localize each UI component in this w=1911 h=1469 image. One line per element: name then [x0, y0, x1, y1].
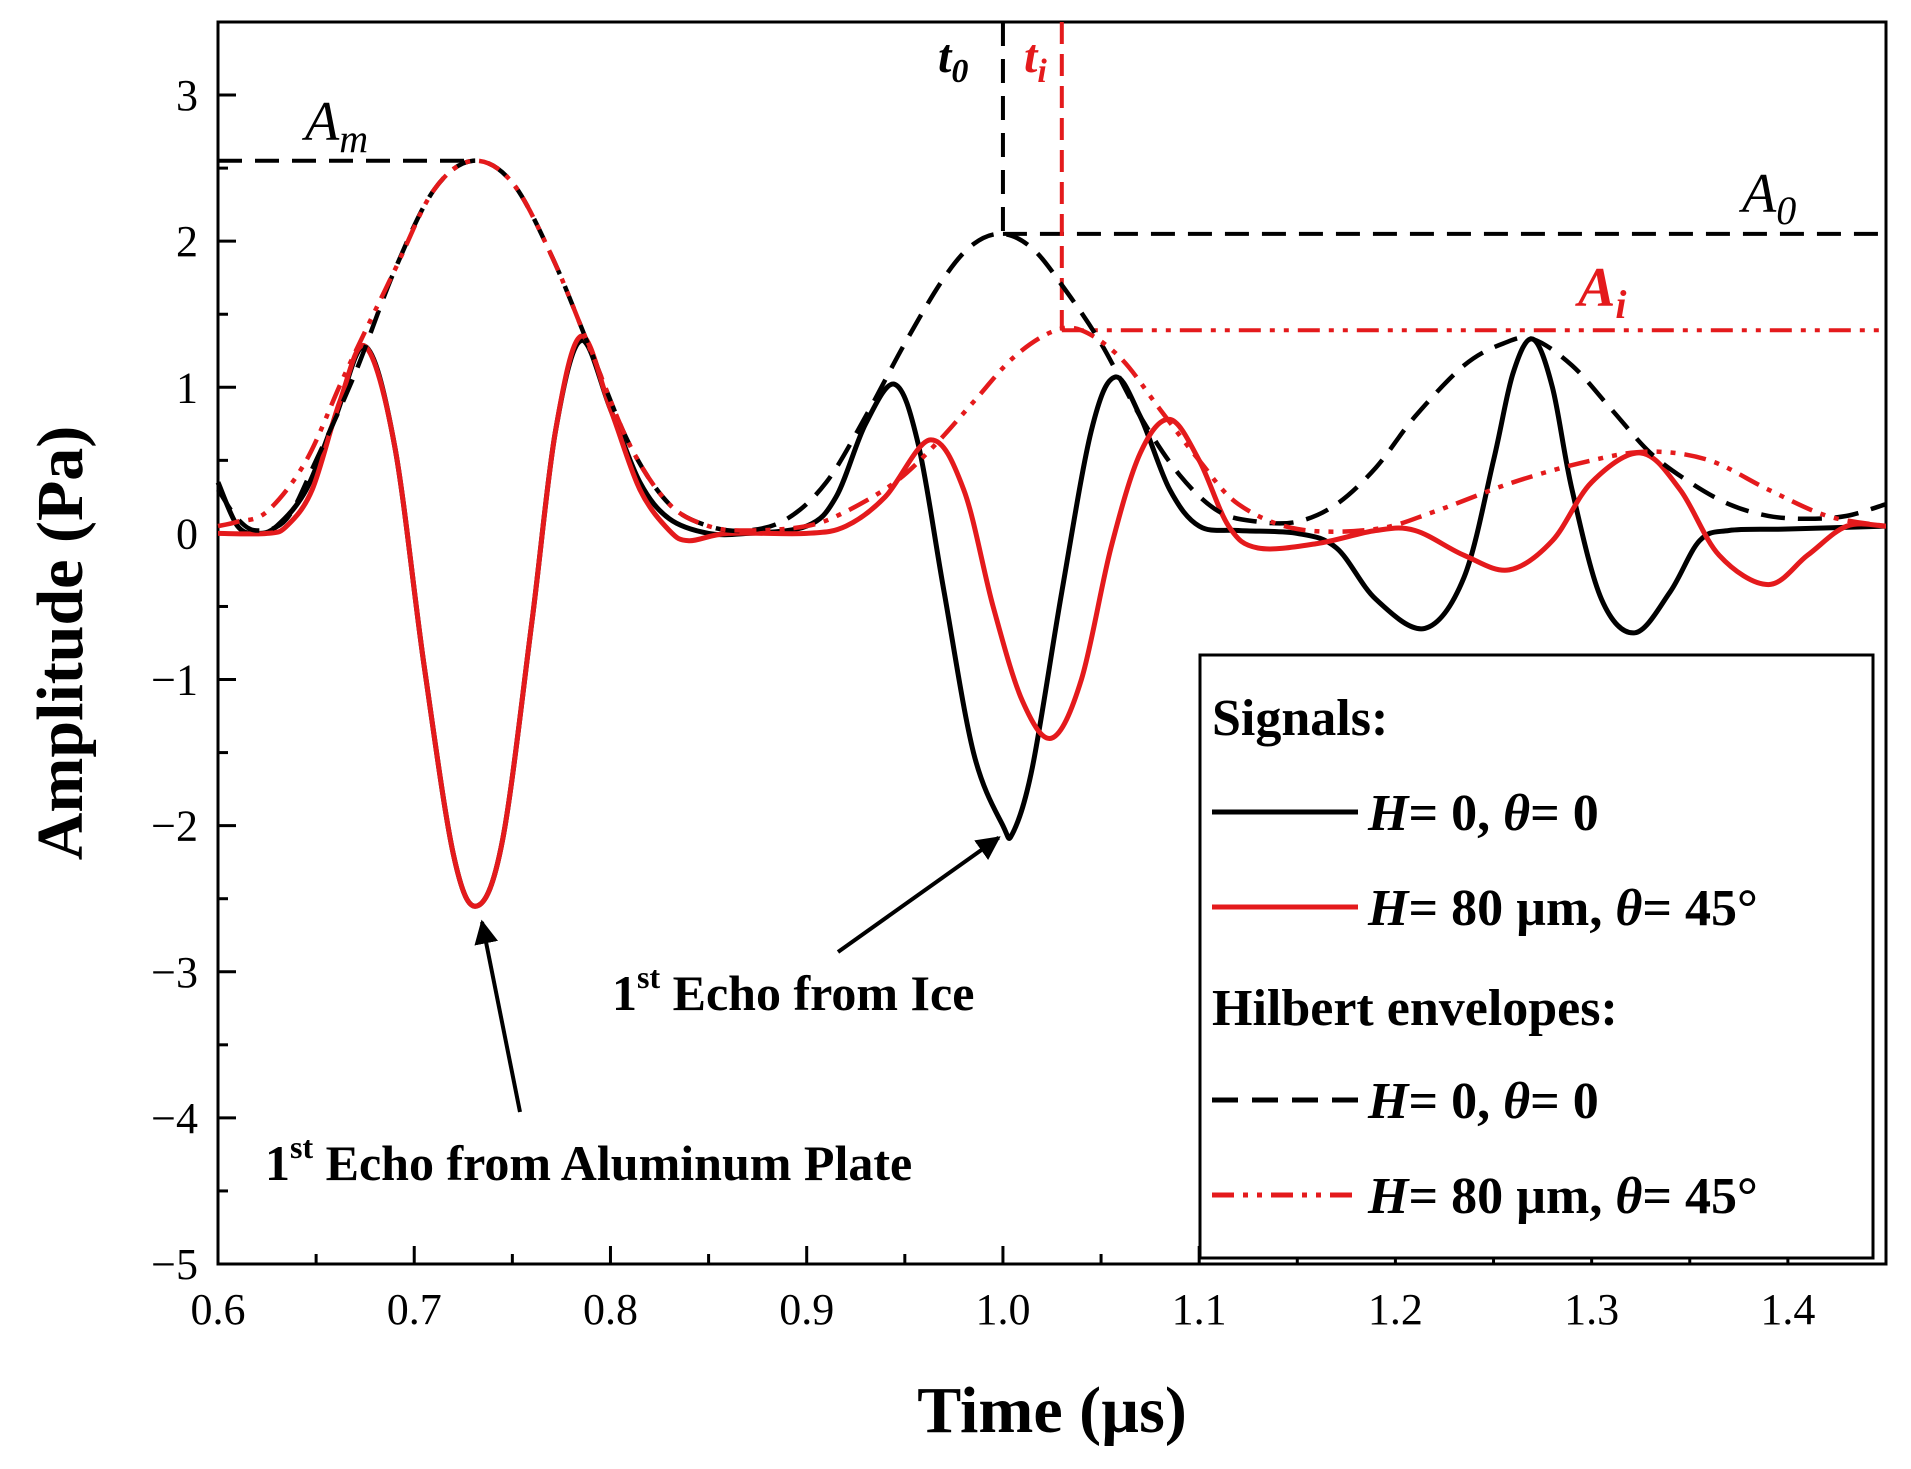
- series-line-2: [216, 158, 1887, 534]
- legend-box: [1198, 653, 1875, 1260]
- legend-label-envelope-black: H= 0, θ= 0: [1367, 1073, 1599, 1130]
- annotation-echo-ice: 1st Echo from Ice: [612, 959, 974, 1021]
- label-t-0: t0: [938, 30, 968, 90]
- y-axis-title: Amplitude (Pa): [24, 426, 97, 860]
- y-tick-label: −2: [151, 802, 198, 851]
- x-tick-label: 0.6: [191, 1285, 246, 1334]
- y-tick-label: 2: [176, 217, 198, 266]
- x-axis: 0.6 0.7 0.8 0.9 1.0 1.1 1.2 1.3 1.4: [191, 1246, 1815, 1334]
- plot-area: [216, 20, 1888, 1266]
- label-A-0: A0: [1738, 163, 1796, 233]
- y-tick-label: 1: [176, 363, 198, 412]
- label-t-i: ti: [1024, 30, 1047, 90]
- y-tick-label: −1: [151, 656, 198, 705]
- legend: Signals: H= 0, θ= 0 H= 80 µm, θ= 45° Hil…: [1198, 653, 1875, 1260]
- series-line-1: [217, 333, 1887, 909]
- y-tick-label: 3: [176, 71, 198, 120]
- legend-heading-envelopes: Hilbert envelopes:: [1212, 980, 1618, 1037]
- x-tick-label: 1.0: [975, 1285, 1030, 1334]
- x-tick-label: 0.9: [779, 1285, 834, 1334]
- x-tick-label: 0.7: [387, 1285, 442, 1334]
- label-A-m: Am: [301, 91, 368, 161]
- arrow-echo-plate: [474, 919, 522, 1113]
- y-tick-label: −5: [151, 1240, 198, 1289]
- y-axis: 3 2 1 0 −1 −2 −3 −4 −5: [151, 71, 236, 1289]
- x-tick-label: 1.3: [1564, 1285, 1619, 1334]
- annotation-echo-plate: 1st Echo from Aluminum Plate: [265, 1129, 912, 1191]
- y-tick-label: −4: [151, 1094, 198, 1143]
- legend-label-envelope-red: H= 80 µm, θ= 45°: [1367, 1168, 1758, 1225]
- series: [215, 158, 1887, 909]
- x-tick-label: 1.1: [1172, 1285, 1227, 1334]
- x-tick-label: 0.8: [583, 1285, 638, 1334]
- arrow-echo-ice: [836, 836, 1001, 954]
- echo-arrows: [474, 836, 1001, 1113]
- y-tick-label: 0: [176, 509, 198, 558]
- x-axis-title: Time (µs): [917, 1374, 1187, 1447]
- reference-lines: [218, 22, 1886, 333]
- x-tick-label: 1.2: [1368, 1285, 1423, 1334]
- x-tick-label: 1.4: [1760, 1285, 1815, 1334]
- legend-label-signal-black: H= 0, θ= 0: [1367, 785, 1599, 842]
- legend-label-signal-red: H= 80 µm, θ= 45°: [1367, 880, 1758, 937]
- label-A-i: Ai: [1575, 257, 1626, 327]
- legend-heading-signals: Signals:: [1212, 690, 1388, 747]
- series-line-3: [217, 158, 1887, 534]
- y-tick-label: −3: [151, 948, 198, 997]
